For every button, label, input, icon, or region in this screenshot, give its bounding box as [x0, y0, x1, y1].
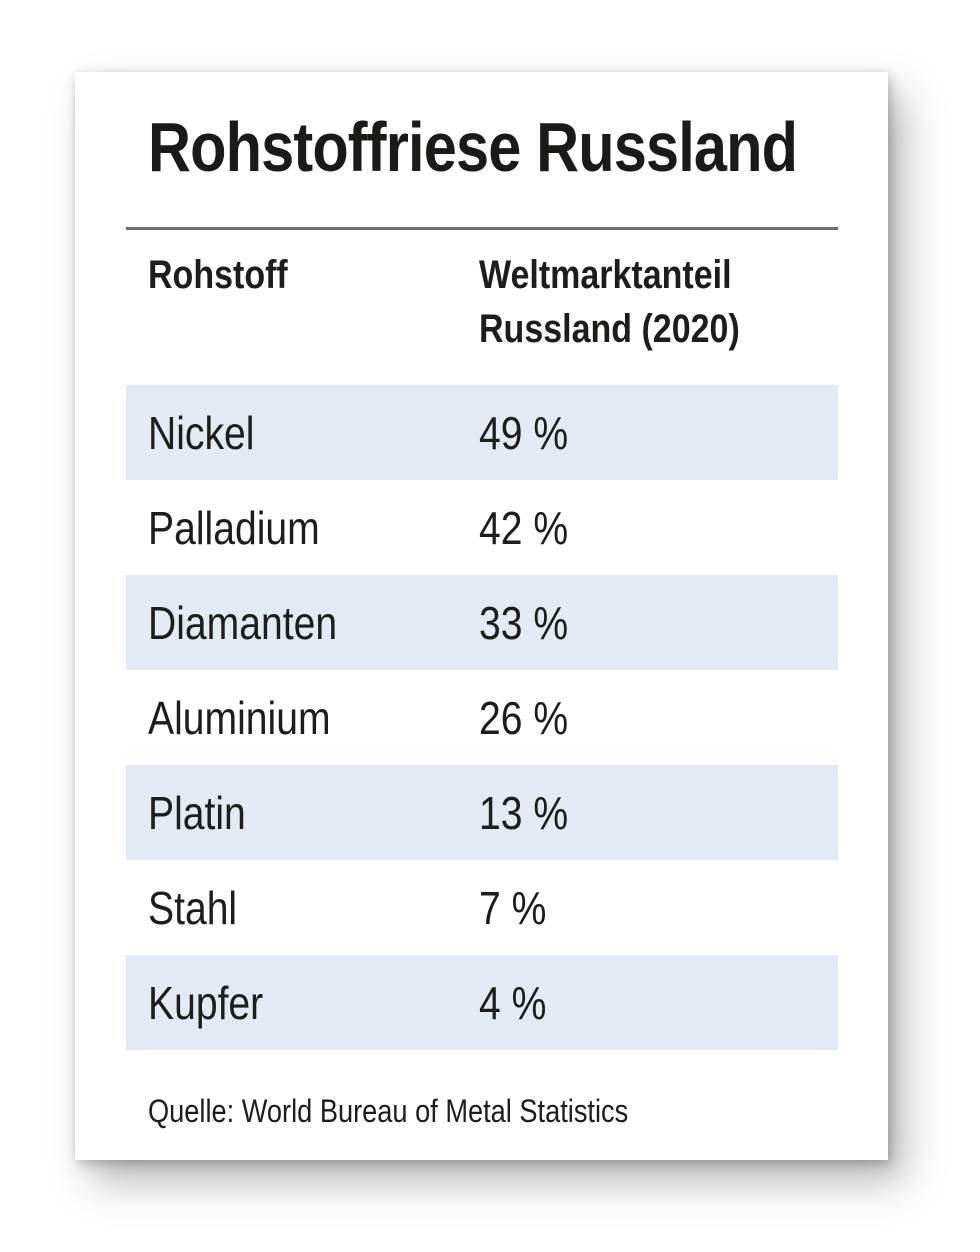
table-row: Nickel 49 %: [126, 385, 838, 480]
table-row: Kupfer 4 %: [126, 955, 838, 1050]
row-share-value: 42 %: [479, 501, 569, 554]
row-material-label: Kupfer: [148, 976, 264, 1029]
row-share-value: 49 %: [479, 406, 569, 459]
row-share-value: 26 %: [479, 691, 569, 744]
table-row: Palladium 42 %: [126, 480, 838, 575]
row-share-value: 7 %: [479, 881, 547, 934]
table-row: Aluminium 26 %: [126, 670, 838, 765]
source-note: Quelle: World Bureau of Metal Statistics: [148, 1093, 629, 1129]
table-body: Nickel 49 % Palladium 42 % Diamanten: [126, 385, 838, 1050]
title-divider: [126, 227, 838, 230]
page-title: Rohstoffriese Russland: [148, 112, 912, 182]
table-row: Diamanten 33 %: [126, 575, 838, 670]
page-title-text: Rohstoffriese Russland: [148, 108, 798, 186]
column-header-rohstoff: Rohstoff: [148, 253, 288, 297]
row-share-value: 4 %: [479, 976, 547, 1029]
table-header: Rohstoff Weltmarktanteil Russland (2020): [126, 248, 838, 356]
infographic-card: Rohstoffriese Russland Rohstoff Weltmark…: [75, 72, 888, 1160]
row-material-label: Stahl: [148, 881, 238, 934]
column-header-weltmarktanteil: Weltmarktanteil Russland (2020): [479, 253, 740, 351]
row-material-label: Diamanten: [148, 596, 338, 649]
row-material-label: Nickel: [148, 406, 255, 459]
row-material-label: Aluminium: [148, 691, 331, 744]
row-material-label: Platin: [148, 786, 246, 839]
row-share-value: 33 %: [479, 596, 569, 649]
table-row: Platin 13 %: [126, 765, 838, 860]
table-row: Stahl 7 %: [126, 860, 838, 955]
row-material-label: Palladium: [148, 501, 320, 554]
row-share-value: 13 %: [479, 786, 569, 839]
